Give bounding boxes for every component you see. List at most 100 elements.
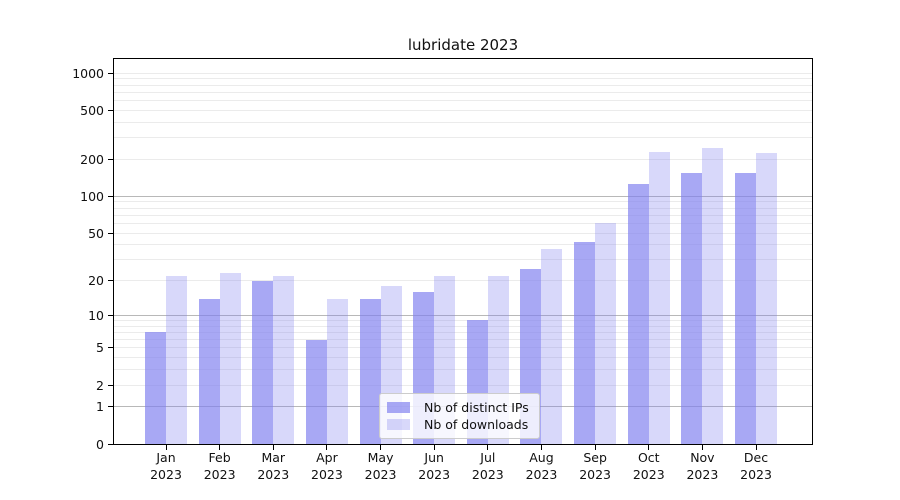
- y-tick-label-1000: 1000: [72, 65, 104, 81]
- x-tick-label-jul: Jul 2023: [460, 450, 516, 483]
- x-tick-label-oct: Oct 2023: [621, 450, 677, 483]
- gridline-60: [114, 222, 812, 224]
- plot-area: [113, 58, 813, 445]
- bar-nb-of-distinct-ips-dec: [735, 173, 757, 444]
- x-tick-label-may: May 2023: [353, 450, 409, 483]
- legend-label-downloads: Nb of downloads: [424, 417, 529, 432]
- y-tick-label-100: 100: [80, 188, 104, 204]
- gridline-2: [114, 384, 812, 386]
- x-tick-label-nov: Nov 2023: [674, 450, 730, 483]
- gridline-500: [114, 109, 812, 111]
- gridline-50: [114, 232, 812, 234]
- x-label-month-mar: Mar: [261, 450, 286, 465]
- y-tick-200: [108, 158, 113, 160]
- y-tick-label-1: 1: [96, 399, 104, 415]
- y-tick-label-200: 200: [80, 151, 104, 167]
- x-tick-jan: [165, 445, 167, 450]
- x-label-year-sep: 2023: [579, 466, 612, 482]
- y-tick-2: [108, 384, 113, 386]
- x-tick-label-jan: Jan 2023: [138, 450, 194, 483]
- x-label-year-dec: 2023: [740, 466, 772, 482]
- y-tick-1000: [108, 72, 113, 74]
- y-tick-500: [108, 109, 113, 111]
- bar-nb-of-distinct-ips-nov: [681, 173, 703, 444]
- bar-nb-of-downloads-aug: [541, 248, 563, 444]
- x-label-year-may: 2023: [364, 466, 397, 482]
- x-label-year-aug: 2023: [525, 466, 558, 482]
- x-label-month-feb: Feb: [208, 450, 231, 465]
- gridline-major-100: [114, 195, 812, 197]
- gridline-8: [114, 325, 812, 327]
- x-label-month-sep: Sep: [583, 450, 607, 465]
- gridline-9: [114, 319, 812, 321]
- gridline-300: [114, 137, 812, 139]
- x-tick-dec: [755, 445, 757, 450]
- bar-nb-of-downloads-apr: [326, 298, 348, 444]
- y-tick-20: [108, 280, 113, 282]
- gridline-3: [114, 369, 812, 371]
- x-tick-jun: [433, 445, 435, 450]
- x-label-year-jan: 2023: [150, 466, 182, 482]
- x-label-year-oct: 2023: [632, 466, 665, 482]
- legend: Nb of distinct IPs Nb of downloads: [379, 393, 540, 439]
- y-tick-0: [108, 443, 113, 445]
- gridline-4: [114, 357, 812, 359]
- legend-item-downloads: Nb of downloads: [387, 416, 529, 433]
- x-label-year-jul: 2023: [471, 466, 504, 482]
- y-tick-10: [108, 314, 113, 316]
- bar-nb-of-distinct-ips-feb: [198, 298, 220, 444]
- x-tick-oct: [648, 445, 650, 450]
- x-tick-jul: [487, 445, 489, 450]
- gridline-30: [114, 259, 812, 261]
- y-tick-label-5: 5: [96, 340, 104, 356]
- gridline-200: [114, 158, 812, 160]
- x-label-month-jul: Jul: [480, 450, 496, 465]
- legend-swatch-downloads: [387, 419, 410, 430]
- x-tick-nov: [701, 445, 703, 450]
- bars-layer: [114, 59, 812, 444]
- gridline-5: [114, 347, 812, 349]
- y-tick-label-2: 2: [96, 377, 104, 393]
- legend-label-distinct-ips: Nb of distinct IPs: [424, 400, 529, 415]
- y-tick-label-10: 10: [88, 307, 104, 323]
- bar-nb-of-downloads-dec: [756, 153, 778, 444]
- y-tick-100: [108, 195, 113, 197]
- bar-nb-of-downloads-sep: [595, 223, 617, 444]
- legend-item-distinct-ips: Nb of distinct IPs: [387, 399, 529, 416]
- bar-nb-of-downloads-mar: [273, 275, 295, 444]
- bar-nb-of-downloads-feb: [219, 273, 241, 444]
- x-label-month-jan: Jan: [156, 450, 176, 465]
- x-tick-label-dec: Dec 2023: [728, 450, 784, 483]
- x-tick-apr: [326, 445, 328, 450]
- bar-nb-of-downloads-jan: [166, 275, 187, 444]
- x-tick-label-sep: Sep 2023: [567, 450, 623, 483]
- x-tick-may: [380, 445, 382, 450]
- gridline-major-10: [114, 314, 812, 316]
- gridline-20: [114, 280, 812, 282]
- x-tick-aug: [540, 445, 542, 450]
- y-tick-5: [108, 347, 113, 349]
- x-tick-feb: [219, 445, 221, 450]
- gridline-1000: [114, 72, 812, 74]
- x-tick-label-mar: Mar 2023: [245, 450, 301, 483]
- y-tick-1: [108, 406, 113, 408]
- gridline-70: [114, 214, 812, 216]
- x-label-year-nov: 2023: [686, 466, 719, 482]
- bar-nb-of-distinct-ips-jan: [145, 332, 166, 444]
- x-label-month-oct: Oct: [637, 450, 660, 465]
- x-label-year-apr: 2023: [311, 466, 343, 482]
- legend-swatch-distinct-ips: [387, 402, 410, 413]
- bar-nb-of-distinct-ips-apr: [305, 339, 327, 444]
- x-label-year-jun: 2023: [418, 466, 451, 482]
- gridline-700: [114, 91, 812, 93]
- x-label-month-aug: Aug: [529, 450, 554, 465]
- x-label-year-feb: 2023: [203, 466, 236, 482]
- gridline-80: [114, 207, 812, 209]
- gridline-7: [114, 331, 812, 333]
- gridline-90: [114, 201, 812, 203]
- x-tick-label-apr: Apr 2023: [299, 450, 355, 483]
- x-tick-label-feb: Feb 2023: [192, 450, 248, 483]
- y-tick-50: [108, 232, 113, 234]
- gridline-900: [114, 78, 812, 80]
